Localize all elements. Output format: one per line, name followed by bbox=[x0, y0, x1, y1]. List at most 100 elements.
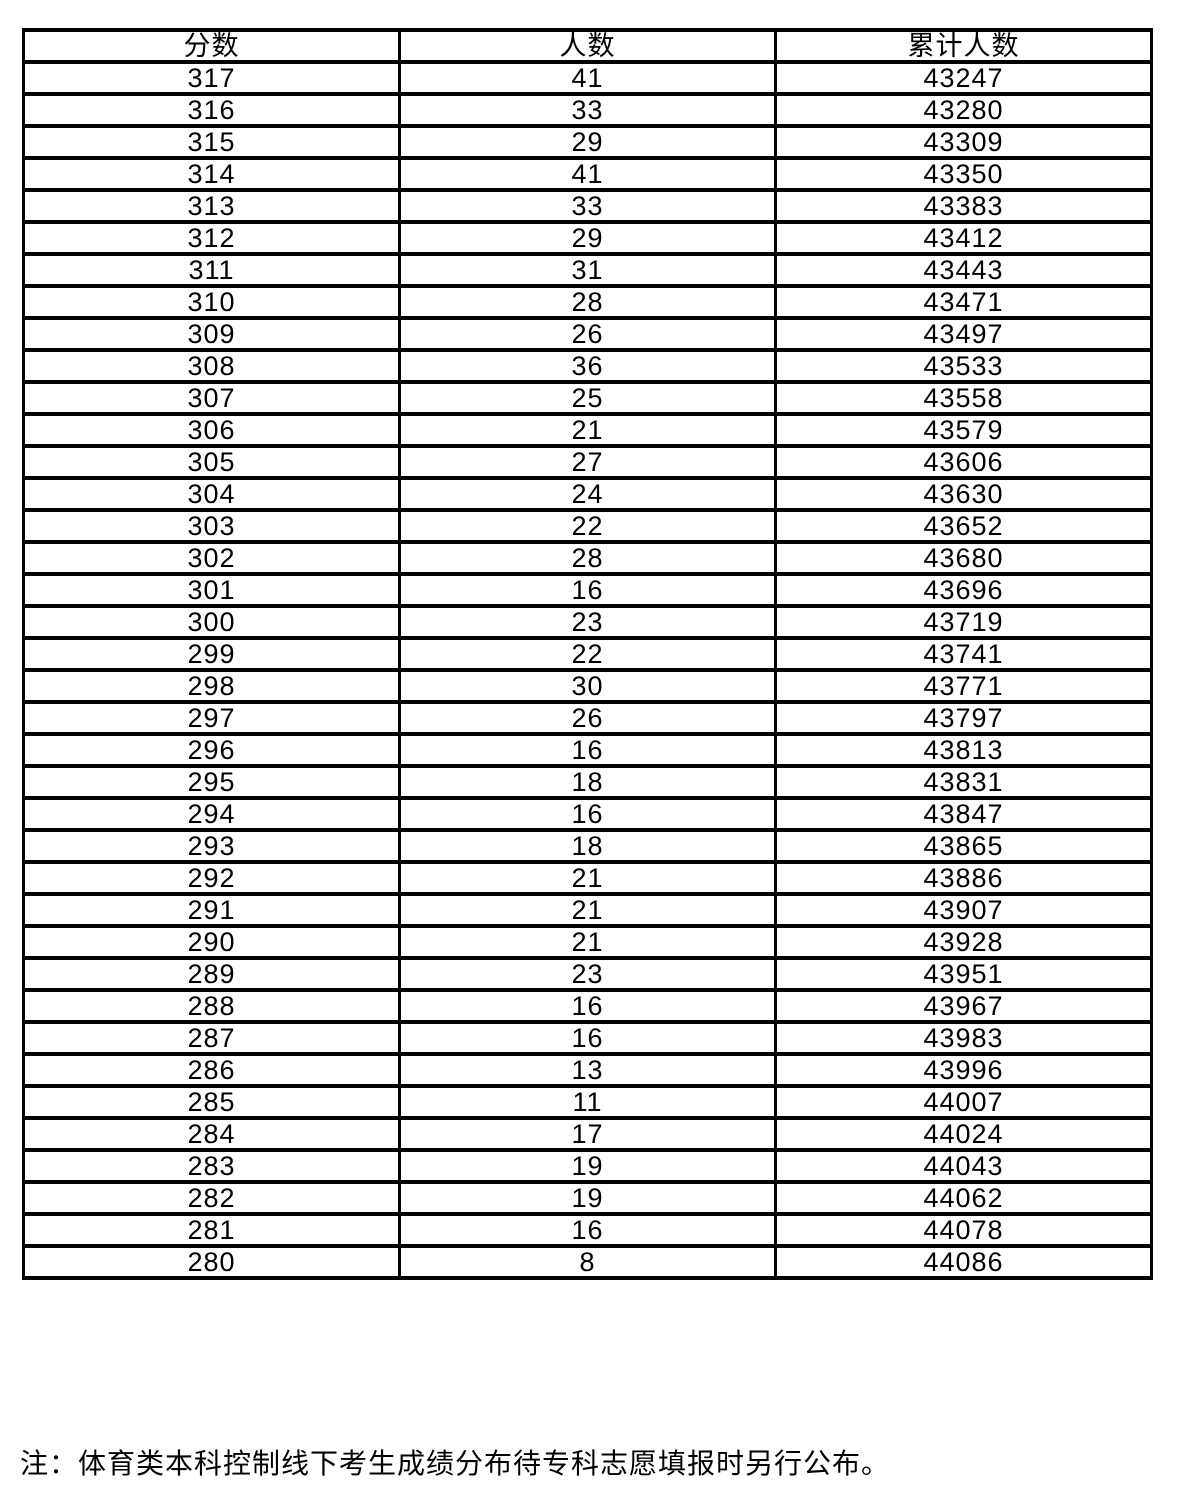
table-cell: 287 bbox=[22, 1020, 401, 1056]
table-cell: 297 bbox=[22, 700, 401, 736]
table-cell: 301 bbox=[22, 572, 401, 608]
table-cell: 43412 bbox=[774, 220, 1153, 256]
table-cell: 43719 bbox=[774, 604, 1153, 640]
table-cell: 33 bbox=[398, 92, 777, 128]
table-cell: 311 bbox=[22, 252, 401, 288]
table-cell: 22 bbox=[398, 508, 777, 544]
table-cell: 296 bbox=[22, 732, 401, 768]
table-cell: 282 bbox=[22, 1180, 401, 1216]
table-cell: 16 bbox=[398, 988, 777, 1024]
table-row: 310 28 43471 bbox=[22, 284, 1153, 320]
table-cell: 23 bbox=[398, 604, 777, 640]
table-cell: 305 bbox=[22, 444, 401, 480]
table-cell: 21 bbox=[398, 892, 777, 928]
table-cell: 314 bbox=[22, 156, 401, 192]
table-cell: 43350 bbox=[774, 156, 1153, 192]
table-cell: 24 bbox=[398, 476, 777, 512]
table-row: 297 26 43797 bbox=[22, 700, 1153, 736]
table-cell: 294 bbox=[22, 796, 401, 832]
table-cell: 16 bbox=[398, 572, 777, 608]
table-row: 307 25 43558 bbox=[22, 380, 1153, 416]
table-cell: 313 bbox=[22, 188, 401, 224]
table-cell: 43886 bbox=[774, 860, 1153, 896]
table-cell: 13 bbox=[398, 1052, 777, 1088]
table-cell: 43831 bbox=[774, 764, 1153, 800]
table-row: 285 11 44007 bbox=[22, 1084, 1153, 1120]
table-cell: 284 bbox=[22, 1116, 401, 1152]
table-cell: 295 bbox=[22, 764, 401, 800]
table-row: 293 18 43865 bbox=[22, 828, 1153, 864]
table-cell: 283 bbox=[22, 1148, 401, 1184]
table-cell: 21 bbox=[398, 860, 777, 896]
table-cell: 298 bbox=[22, 668, 401, 704]
table-cell: 19 bbox=[398, 1148, 777, 1184]
table-cell: 285 bbox=[22, 1084, 401, 1120]
table-row: 298 30 43771 bbox=[22, 668, 1153, 704]
table-cell: 43696 bbox=[774, 572, 1153, 608]
table-cell: 29 bbox=[398, 220, 777, 256]
score-distribution-table: 分数 人数 累计人数 317 41 43247 316 33 43280 315 29 4330… bbox=[22, 28, 1153, 1280]
table-cell: 289 bbox=[22, 956, 401, 992]
table-cell: 21 bbox=[398, 412, 777, 448]
table-cell: 292 bbox=[22, 860, 401, 896]
table-cell: 16 bbox=[398, 1020, 777, 1056]
table-row: 299 22 43741 bbox=[22, 636, 1153, 672]
table-row: 294 16 43847 bbox=[22, 796, 1153, 832]
table-row: 290 21 43928 bbox=[22, 924, 1153, 960]
table-row: 289 23 43951 bbox=[22, 956, 1153, 992]
table-cell: 30 bbox=[398, 668, 777, 704]
table-cell: 43865 bbox=[774, 828, 1153, 864]
table-cell: 43497 bbox=[774, 316, 1153, 352]
table-cell: 286 bbox=[22, 1052, 401, 1088]
table-row: 286 13 43996 bbox=[22, 1052, 1153, 1088]
table-cell: 43771 bbox=[774, 668, 1153, 704]
table-cell: 29 bbox=[398, 124, 777, 160]
table-cell: 310 bbox=[22, 284, 401, 320]
table-row: 300 23 43719 bbox=[22, 604, 1153, 640]
column-header-cumulative-count: 累计人数 bbox=[774, 28, 1153, 64]
table-cell: 28 bbox=[398, 284, 777, 320]
table-row: 303 22 43652 bbox=[22, 508, 1153, 544]
table-cell: 21 bbox=[398, 924, 777, 960]
table-row: 312 29 43412 bbox=[22, 220, 1153, 256]
table-row: 311 31 43443 bbox=[22, 252, 1153, 288]
column-header-score: 分数 bbox=[22, 28, 401, 64]
table-cell: 16 bbox=[398, 1212, 777, 1248]
table-row: 304 24 43630 bbox=[22, 476, 1153, 512]
table-cell: 31 bbox=[398, 252, 777, 288]
table-cell: 36 bbox=[398, 348, 777, 384]
table-cell: 307 bbox=[22, 380, 401, 416]
table-cell: 302 bbox=[22, 540, 401, 576]
table-row: 291 21 43907 bbox=[22, 892, 1153, 928]
table-cell: 43951 bbox=[774, 956, 1153, 992]
table-cell: 26 bbox=[398, 316, 777, 352]
table-header: 分数 人数 累计人数 bbox=[22, 28, 1153, 64]
table-cell: 33 bbox=[398, 188, 777, 224]
table-cell: 16 bbox=[398, 796, 777, 832]
footnote: 注：体育类本科控制线下考生成绩分布待专科志愿填报时另行公布。 bbox=[20, 1448, 891, 1479]
table-cell: 43652 bbox=[774, 508, 1153, 544]
table-row: 308 36 43533 bbox=[22, 348, 1153, 384]
table-cell: 43309 bbox=[774, 124, 1153, 160]
table-cell: 41 bbox=[398, 60, 777, 96]
table-cell: 18 bbox=[398, 764, 777, 800]
table-cell: 18 bbox=[398, 828, 777, 864]
table-header-row: 分数 人数 累计人数 bbox=[22, 28, 1153, 64]
table-cell: 19 bbox=[398, 1180, 777, 1216]
table-cell: 44007 bbox=[774, 1084, 1153, 1120]
table-cell: 43579 bbox=[774, 412, 1153, 448]
table-cell: 317 bbox=[22, 60, 401, 96]
table-row: 314 41 43350 bbox=[22, 156, 1153, 192]
table-cell: 8 bbox=[398, 1244, 777, 1280]
table-row: 292 21 43886 bbox=[22, 860, 1153, 896]
table-cell: 11 bbox=[398, 1084, 777, 1120]
table-cell: 43606 bbox=[774, 444, 1153, 480]
table-cell: 16 bbox=[398, 732, 777, 768]
table-cell: 303 bbox=[22, 508, 401, 544]
table-cell: 299 bbox=[22, 636, 401, 672]
table-cell: 25 bbox=[398, 380, 777, 416]
table-cell: 43741 bbox=[774, 636, 1153, 672]
table-cell: 291 bbox=[22, 892, 401, 928]
table-row: 305 27 43606 bbox=[22, 444, 1153, 480]
